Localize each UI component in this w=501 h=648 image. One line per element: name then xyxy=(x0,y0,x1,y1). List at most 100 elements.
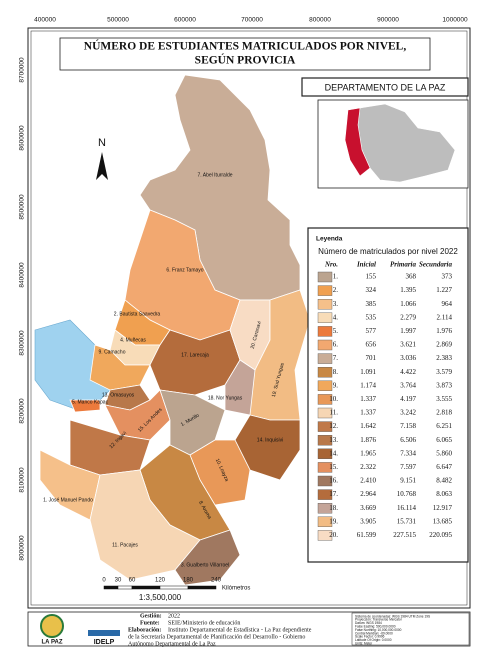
legend-cell: 385 xyxy=(366,300,377,308)
province-label: 2. Bautista Saavedra xyxy=(114,311,161,317)
legend-swatch xyxy=(317,339,333,351)
metadata: Sistema de coordenadas: WGS 1984 UTM Zon… xyxy=(355,614,430,645)
legend-cell: 3.579 xyxy=(436,368,452,376)
legend-cell: 2.383 xyxy=(436,354,452,362)
legend-header: Secundaria xyxy=(419,261,453,269)
province-label: 9. Camacho xyxy=(99,349,126,355)
elaboracion: Instituto Departamental de Estadística -… xyxy=(168,627,312,633)
metadata-line: Datum: WGS 1984 xyxy=(355,621,382,625)
legend-swatch xyxy=(317,462,333,473)
legend-header: Nro. xyxy=(324,261,338,269)
legend-cell: 2.322 xyxy=(360,463,376,471)
legend-cell: 1.976 xyxy=(436,327,452,335)
legend-cell: 1.091 xyxy=(360,368,376,376)
province-label: 13. Omasuyos xyxy=(102,392,135,398)
legend-cell: 18. xyxy=(329,504,338,512)
legend-cell: 1.066 xyxy=(400,300,416,308)
legend-cell: 368 xyxy=(406,273,417,281)
legend-cell: 1.997 xyxy=(400,327,416,335)
legend-swatch xyxy=(317,285,333,296)
y-coordinate: 8200000 xyxy=(19,398,26,424)
legend-cell: 8.482 xyxy=(436,477,452,485)
legend-table: Nro. Inicial Primaria Secundaria 1. 155 368 373… xyxy=(317,261,453,541)
x-coordinate: 1000000 xyxy=(442,17,468,24)
scale-tick: 30 xyxy=(115,578,122,584)
province-label: 18. Nor Yungas xyxy=(208,395,243,401)
logo-la-paz-emblem xyxy=(40,614,64,638)
title-line: SEGÚN PROVICIA xyxy=(195,53,296,67)
logo-idelp: IDELP xyxy=(94,639,115,646)
legend-cell: 15.731 xyxy=(397,517,417,525)
legend-cell: 13. xyxy=(329,436,338,444)
legend-cell: 1.337 xyxy=(360,409,376,417)
legend-swatch xyxy=(317,367,333,378)
legend-swatch xyxy=(317,421,333,432)
legend-cell: 220.095 xyxy=(429,531,452,539)
legend-swatch xyxy=(317,489,333,500)
legend-cell: 2.114 xyxy=(437,313,453,321)
legend-cell: 701 xyxy=(366,354,377,362)
legend-swatch xyxy=(317,530,333,541)
legend-swatch xyxy=(317,353,333,364)
metadata-line: Proyección: Transverse Mercator xyxy=(355,618,403,622)
legend-swatch xyxy=(317,407,333,419)
legend-swatch xyxy=(317,448,333,459)
legend-cell: 3.555 xyxy=(436,395,452,403)
legend-cell: 7.334 xyxy=(400,449,416,457)
legend-cell: 2.818 xyxy=(436,409,452,417)
province-label: 6. Franz Tamayo xyxy=(166,267,203,273)
logo-idelp-stripe xyxy=(88,630,120,636)
legend-cell: 2.869 xyxy=(436,341,452,349)
province-label: 4. Muñecas xyxy=(120,337,146,343)
gestion-label: Gestión: xyxy=(140,613,162,619)
legend-cell: 2.964 xyxy=(360,490,376,498)
legend-cell: 4.422 xyxy=(400,368,416,376)
legend-cell: 1.642 xyxy=(360,422,376,430)
metadata-line: Latitude Of Origin: 0.0000 xyxy=(355,638,392,642)
province-label: 7. Abel Iturralde xyxy=(197,172,232,178)
fuente: SEIE/Ministerio de educación xyxy=(168,620,240,626)
y-coordinate: 8500000 xyxy=(19,194,26,220)
legend-cell: 61.599 xyxy=(357,531,377,539)
legend-cell: 7.158 xyxy=(400,422,416,430)
legend-swatch xyxy=(317,380,333,391)
legend-cell: 1.965 xyxy=(360,449,376,457)
metadata-line: Units: Meter xyxy=(355,642,373,646)
legend-cell: 13.685 xyxy=(433,517,453,525)
legend-cell: 3.242 xyxy=(400,409,416,417)
y-coordinate: 8400000 xyxy=(19,262,26,288)
scale-segment xyxy=(131,585,161,590)
legend-cell: 4. xyxy=(333,313,339,321)
legend-cell: 9. xyxy=(333,381,339,389)
x-coordinate: 600000 xyxy=(174,17,196,24)
provinces xyxy=(39,74,311,586)
legend-cell: 155 xyxy=(366,273,377,281)
legend-cell: 17. xyxy=(329,490,338,498)
x-coordinate: 900000 xyxy=(377,17,399,24)
inset-la-paz xyxy=(344,107,371,177)
scale-segment xyxy=(103,585,119,590)
legend-cell: 12.917 xyxy=(433,504,453,512)
fuente-label: Fuente: xyxy=(140,620,160,626)
legend-cell: 3. xyxy=(333,300,339,308)
y-coordinate: 8000000 xyxy=(19,535,26,561)
province-label: 3. Gualberto Villarroel xyxy=(181,562,229,568)
legend-cell: 227.515 xyxy=(393,531,416,539)
legend-cell: 3.669 xyxy=(360,504,376,512)
legend-cell: 10. xyxy=(329,395,338,403)
legend-cell: 3.873 xyxy=(436,381,452,389)
legend-cell: 1.227 xyxy=(436,286,452,294)
scale-tick: 60 xyxy=(129,578,136,584)
legend-cell: 6.647 xyxy=(436,463,452,471)
legend-cell: 1.174 xyxy=(360,381,376,389)
scale-tick: 240 xyxy=(211,578,222,584)
legend-cell: 10.768 xyxy=(397,490,417,498)
legend-swatch xyxy=(317,475,333,487)
scale-segment xyxy=(159,585,189,590)
north-label: N xyxy=(98,137,106,149)
scale-segment xyxy=(117,585,133,590)
legend-swatch xyxy=(317,326,333,337)
legend-cell: 6.506 xyxy=(400,436,416,444)
